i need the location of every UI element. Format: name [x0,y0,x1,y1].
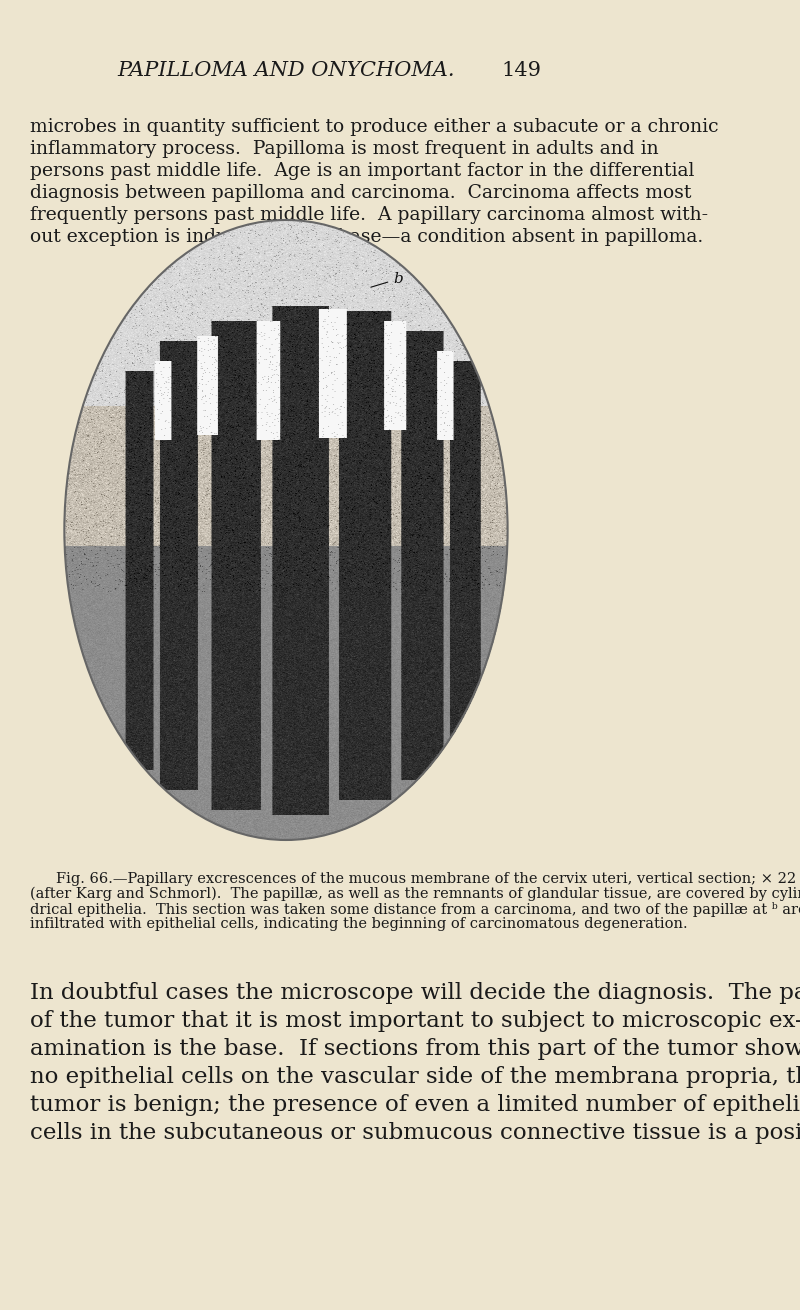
Text: frequently persons past middle life.  A papillary carcinoma almost with-: frequently persons past middle life. A p… [30,206,708,224]
Text: tumor is benign; the presence of even a limited number of epithelial: tumor is benign; the presence of even a … [30,1094,800,1116]
Text: (after Karg and Schmorl).  The papillæ, as well as the remnants of glandular tis: (after Karg and Schmorl). The papillæ, a… [30,887,800,901]
Text: persons past middle life.  Age is an important factor in the differential: persons past middle life. Age is an impo… [30,162,694,179]
Text: diagnosis between papilloma and carcinoma.  Carcinoma affects most: diagnosis between papilloma and carcinom… [30,183,691,202]
Text: out exception is indurated at its base—a condition absent in papilloma.: out exception is indurated at its base—a… [30,228,703,246]
Text: no epithelial cells on the vascular side of the membrana propria, the: no epithelial cells on the vascular side… [30,1066,800,1089]
Text: b: b [371,272,403,287]
Text: 149: 149 [502,60,542,80]
Text: drical epithelia.  This section was taken some distance from a carcinoma, and tw: drical epithelia. This section was taken… [30,903,800,917]
Text: amination is the base.  If sections from this part of the tumor show: amination is the base. If sections from … [30,1038,800,1060]
Text: Fig. 66.—Papillary excrescences of the mucous membrane of the cervix uteri, vert: Fig. 66.—Papillary excrescences of the m… [56,872,796,886]
Text: infiltrated with epithelial cells, indicating the beginning of carcinomatous deg: infiltrated with epithelial cells, indic… [30,917,688,931]
Text: of the tumor that it is most important to subject to microscopic ex-: of the tumor that it is most important t… [30,1010,800,1032]
Text: microbes in quantity sufficient to produce either a subacute or a chronic: microbes in quantity sufficient to produ… [30,118,718,136]
Text: In doubtful cases the microscope will decide the diagnosis.  The part: In doubtful cases the microscope will de… [30,982,800,1003]
Text: cells in the subcutaneous or submucous connective tissue is a positive: cells in the subcutaneous or submucous c… [30,1121,800,1144]
Text: inflammatory process.  Papilloma is most frequent in adults and in: inflammatory process. Papilloma is most … [30,140,658,159]
Text: PAPILLOMA AND ONYCHOMA.: PAPILLOMA AND ONYCHOMA. [118,60,454,80]
